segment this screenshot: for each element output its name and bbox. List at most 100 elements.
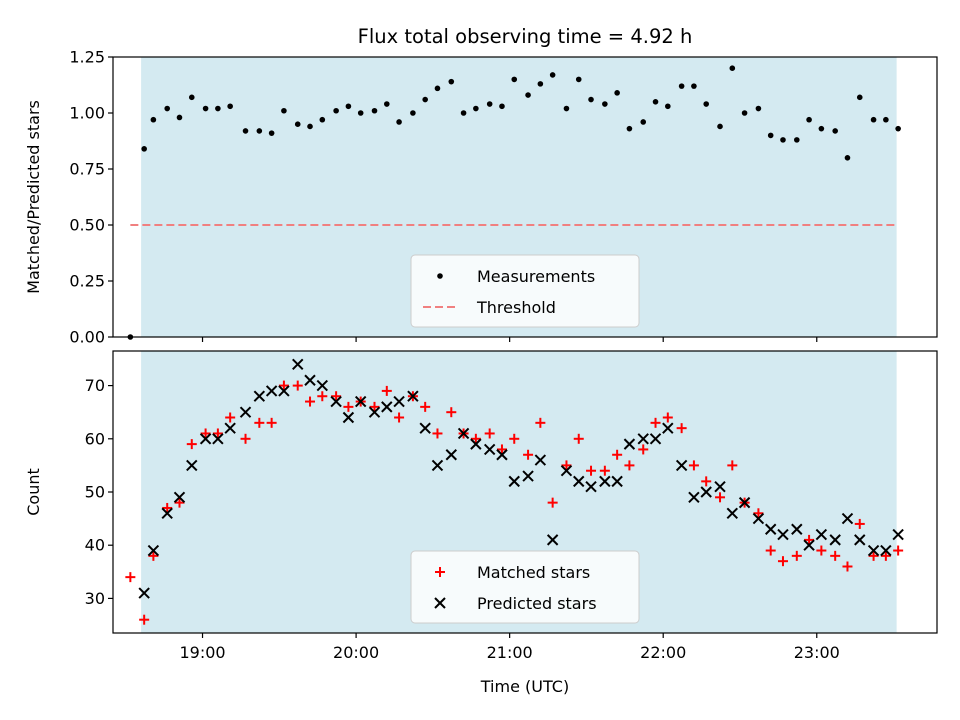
predicted-point-b — [419, 422, 431, 434]
measurement-point — [448, 78, 455, 85]
predicted-point — [611, 475, 623, 488]
predicted-point-b — [662, 422, 674, 434]
measurement-point — [434, 85, 441, 92]
predicted-point-b — [623, 438, 636, 450]
measurement-point — [780, 137, 786, 143]
predicted-point-b — [522, 470, 534, 482]
predicted-point-b — [393, 395, 405, 408]
matched-point — [573, 433, 584, 444]
predicted-point — [470, 438, 482, 450]
predicted-point — [700, 486, 712, 498]
measurement-point — [333, 107, 339, 114]
matched-point — [484, 428, 495, 439]
predicted-point-b — [431, 459, 444, 472]
measurement-point — [832, 128, 838, 134]
predicted-point — [815, 528, 828, 541]
matched-point — [369, 401, 380, 412]
predicted-point — [212, 433, 224, 445]
predicted-point-b — [611, 475, 623, 488]
measurement-point — [549, 72, 556, 78]
matched-point — [612, 449, 623, 460]
predicted-point — [419, 422, 431, 434]
matched-point — [394, 412, 405, 423]
predicted-point — [292, 358, 304, 371]
predicted-point-b — [777, 528, 789, 541]
predicted-point — [534, 454, 547, 466]
measurement-point — [256, 128, 263, 134]
measurement-point — [741, 110, 748, 116]
predicted-point — [649, 433, 662, 445]
measurement-point — [176, 114, 183, 121]
series-matched-stars — [125, 380, 904, 625]
predicted-point — [483, 443, 496, 456]
matched-point — [523, 449, 534, 460]
predicted-point-b — [147, 544, 160, 557]
predicted-point-b — [496, 449, 508, 461]
matched-point — [676, 423, 687, 434]
predicted-point-b — [867, 544, 880, 557]
matched-point — [830, 550, 841, 561]
predicted-point-b — [829, 534, 841, 546]
measurement-point — [575, 76, 582, 83]
legend-label: Threshold — [476, 298, 556, 317]
predicted-point-b — [138, 587, 150, 599]
predicted-point-b — [199, 433, 212, 445]
matched-point — [317, 391, 328, 402]
measurement-point — [281, 107, 287, 114]
matched-point — [470, 433, 481, 444]
predicted-point-b — [161, 507, 173, 519]
matched-point — [547, 497, 558, 508]
predicted-point — [623, 438, 636, 450]
matched-point — [186, 439, 197, 450]
predicted-point-b — [675, 459, 688, 472]
predicted-point — [791, 523, 803, 535]
predicted-point-b — [265, 385, 278, 397]
predicted-point — [573, 475, 585, 488]
y-axis-label: Matched/Predicted stars — [24, 100, 43, 294]
matched-point — [777, 556, 788, 567]
matched-point — [804, 534, 815, 545]
measurement-point — [626, 125, 633, 132]
measurement-point — [602, 101, 608, 107]
predicted-point-b — [534, 454, 547, 466]
matched-point — [200, 428, 211, 439]
predicted-point-b — [599, 475, 611, 488]
predicted-point — [738, 496, 751, 509]
measurement-point — [614, 90, 620, 96]
series-measurements — [127, 65, 901, 340]
y-tick-label: 1.25 — [69, 48, 105, 67]
matched-point — [880, 550, 891, 561]
matched-point — [688, 460, 699, 471]
matched-point — [212, 428, 223, 439]
predicted-point — [496, 449, 508, 461]
predicted-point-b — [752, 512, 765, 525]
measurement-point — [588, 96, 594, 103]
measurement-point — [525, 92, 531, 98]
predicted-point — [662, 422, 674, 434]
predicted-point-b — [253, 390, 266, 402]
measurement-point — [794, 137, 800, 143]
predicted-point-b — [483, 443, 496, 456]
predicted-point — [508, 475, 520, 488]
measurement-point — [268, 130, 275, 136]
predicted-point — [829, 534, 841, 546]
predicted-point-b — [791, 523, 803, 535]
legend: Measurements Threshold — [410, 254, 640, 328]
x-tick-label: 22:00 — [640, 643, 686, 662]
matched-point — [496, 444, 507, 455]
matched-point — [715, 492, 726, 503]
predicted-point-b — [637, 433, 649, 445]
predicted-point-b — [212, 433, 224, 445]
matched-point — [509, 433, 520, 444]
measurement-point — [652, 99, 659, 105]
predicted-point — [522, 470, 534, 482]
predicted-point-b — [854, 534, 866, 546]
x-tick-label: 19:00 — [179, 643, 225, 662]
measurement-point — [537, 81, 544, 87]
matched-point — [254, 417, 265, 428]
predicted-point-b — [292, 358, 304, 371]
matched-point — [343, 401, 354, 412]
y-tick-label: 50 — [85, 483, 105, 502]
matched-point — [561, 460, 572, 471]
